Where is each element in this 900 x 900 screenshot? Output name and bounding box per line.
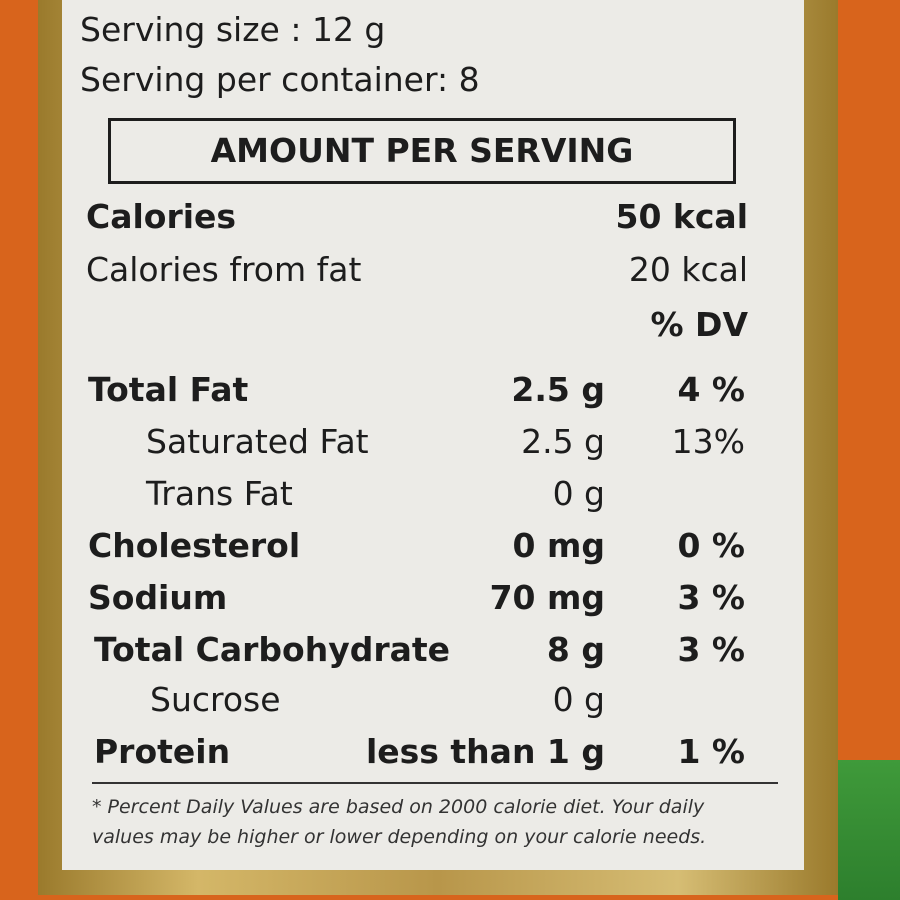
serving-size: Serving size : 12 g [80, 10, 386, 49]
nutrient-name: Trans Fat [146, 474, 293, 513]
nutrient-amount: 0 mg [512, 526, 605, 565]
section-header: AMOUNT PER SERVING [108, 118, 736, 184]
nutrient-name: Total Carbohydrate [94, 630, 451, 669]
nutrient-name: Sodium [88, 578, 228, 617]
nutrient-amount: 0 g [552, 474, 605, 513]
footnote-line: * Percent Daily Values are based on 2000… [92, 796, 705, 818]
nutrient-amount: less than 1 g [365, 732, 605, 771]
nutrient-dv: 1 % [677, 732, 745, 771]
nutrient-dv: 13% [671, 422, 745, 461]
nutrient-amount: 8 g [546, 630, 605, 669]
green-packaging [838, 760, 900, 900]
nutrient-amount: 0 g [552, 680, 605, 719]
nutrient-amount: 70 mg [489, 578, 605, 617]
nutrient-dv: 0 % [677, 526, 745, 565]
calories-amount: 50 kcal [615, 197, 749, 236]
footnote-line: values may be higher or lower depending … [92, 826, 707, 848]
nutrient-dv: 4 % [677, 370, 745, 409]
nutrient-amount: 2.5 g [521, 422, 605, 461]
nutrient-name: Sucrose [150, 680, 281, 719]
nutrient-name: Total Fat [88, 370, 249, 409]
nutrient-name: Saturated Fat [146, 422, 369, 461]
calories-fat-amount: 20 kcal [628, 250, 748, 289]
nutrient-dv: 3 % [677, 630, 745, 669]
nutrient-amount: 2.5 g [511, 370, 605, 409]
calories-fat-label: Calories from fat [86, 250, 362, 289]
label-panel [62, 0, 804, 870]
nutrient-dv: 3 % [677, 578, 745, 617]
nutrient-name: Cholesterol [88, 526, 301, 565]
nutrient-name: Protein [94, 732, 231, 771]
servings-per-container: Serving per container: 8 [80, 60, 480, 99]
divider [92, 782, 778, 784]
calories-label: Calories [86, 197, 237, 236]
dv-header: % DV [650, 305, 749, 344]
